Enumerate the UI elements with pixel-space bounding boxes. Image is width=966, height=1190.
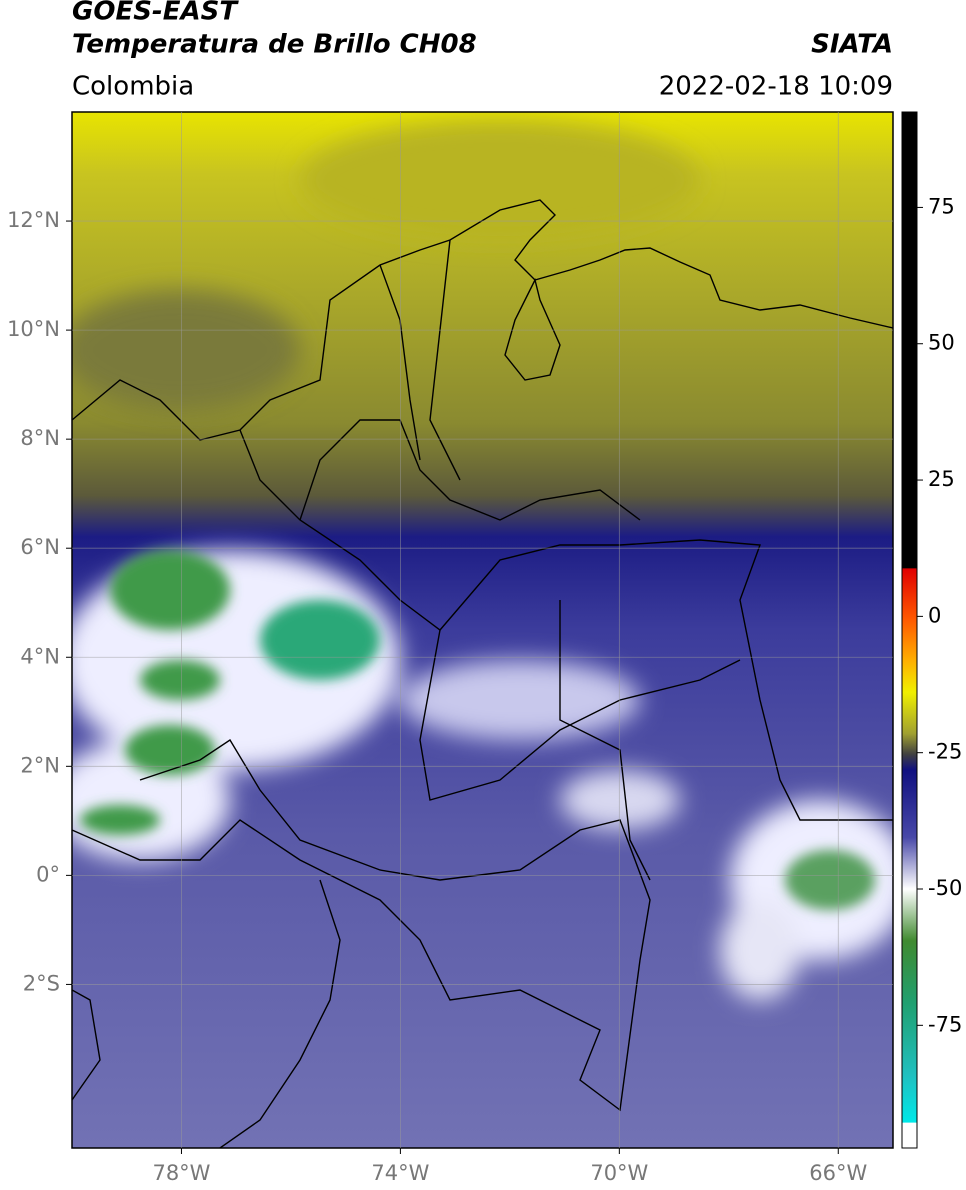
colorbar xyxy=(901,111,918,1149)
map-frame xyxy=(71,111,894,1149)
region: Colombia xyxy=(72,72,194,102)
borders xyxy=(72,199,893,1148)
colorbar-tick-label: 25 xyxy=(928,467,955,491)
y-tick-label: 12°N xyxy=(7,208,60,232)
x-tick-label: 70°W xyxy=(590,1161,648,1185)
y-tick-label: 4°N xyxy=(20,644,60,668)
y-tick-label: 6°N xyxy=(20,535,60,559)
y-tick-label: 0° xyxy=(36,862,60,886)
y-tick-label: 8°N xyxy=(20,426,60,450)
colorbar-tick-label: 0 xyxy=(928,603,941,627)
colorbar-tick-label: -75 xyxy=(928,1012,962,1036)
y-tick-label: 10°N xyxy=(7,317,60,341)
product: Temperatura de Brillo CH08 xyxy=(72,30,477,60)
colorbar-tick-label: 50 xyxy=(928,331,955,355)
x-tick-label: 66°W xyxy=(809,1161,867,1185)
colorbar-tick-label: -50 xyxy=(928,876,962,900)
colorbar-tick-label: 75 xyxy=(928,194,955,218)
satellite-image xyxy=(72,112,893,1148)
colorbar-tick-label: -25 xyxy=(928,740,962,764)
agency: SIATA xyxy=(811,30,893,60)
x-tick-label: 78°W xyxy=(152,1161,210,1185)
datetime: 2022-02-18 10:09 xyxy=(659,72,893,102)
x-tick-label: 74°W xyxy=(371,1161,429,1185)
source: GOES-EAST xyxy=(72,0,239,27)
y-tick-label: 2°S xyxy=(23,971,60,995)
y-tick-label: 2°N xyxy=(20,753,60,777)
